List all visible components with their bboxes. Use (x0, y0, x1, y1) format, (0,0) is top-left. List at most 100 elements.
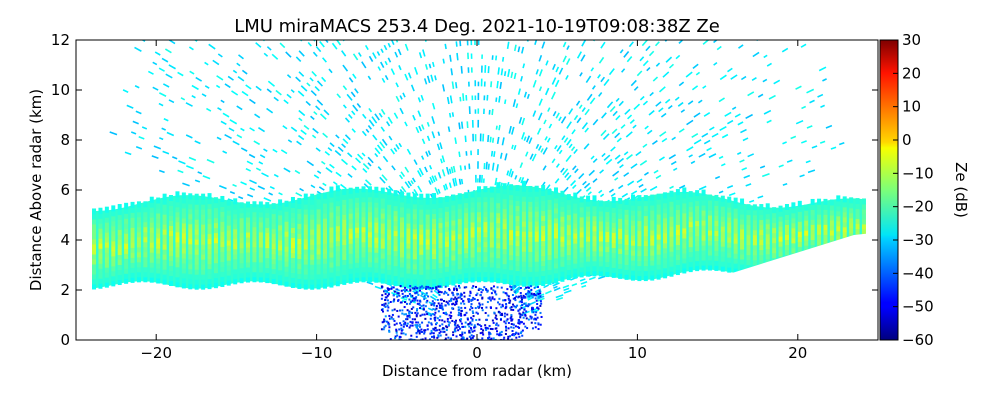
cloud-cell (220, 280, 225, 287)
cloud-cell (855, 228, 860, 235)
cloud-cell (213, 212, 218, 219)
low-echo-cell (485, 328, 488, 331)
colorbar-tick-label: 0 (902, 131, 912, 149)
noise-speck (551, 77, 557, 85)
cloud-cell (355, 271, 360, 278)
noise-speck (337, 146, 344, 153)
cloud-cell (162, 213, 167, 220)
cloud-cell (643, 240, 648, 247)
cloud-cell (772, 217, 777, 224)
noise-speck (329, 163, 335, 169)
cloud-cell (682, 212, 687, 219)
cloud-cell (515, 250, 520, 257)
low-echo-cell (527, 286, 530, 289)
cloud-cell (425, 243, 430, 250)
cloud-cell (740, 213, 745, 220)
cloud-cell (682, 202, 687, 209)
low-echo-cell (392, 286, 395, 289)
cloud-cell (579, 216, 584, 223)
cloud-cell (752, 214, 757, 221)
noise-speck (494, 177, 498, 186)
noise-speck (397, 48, 402, 56)
cloud-cell (438, 257, 443, 264)
cloud-cell (560, 225, 565, 232)
low-echo-cell (411, 299, 414, 302)
cloud-cell (265, 267, 270, 274)
cloud-cell (650, 239, 655, 246)
noise-speck (667, 105, 673, 110)
noise-speck (538, 55, 543, 62)
cloud-cell (727, 256, 732, 263)
noise-speck (298, 134, 305, 141)
cloud-cell (323, 237, 328, 244)
cloud-cell (598, 240, 603, 247)
cloud-cell (451, 274, 456, 281)
cloud-cell (412, 278, 417, 285)
cloud-cell (515, 210, 520, 217)
low-echo-cell (416, 324, 419, 327)
low-echo-cell (503, 336, 506, 339)
noise-speck (598, 275, 606, 280)
cloud-cell (483, 231, 488, 238)
cloud-cell (335, 255, 340, 262)
noise-speck (191, 95, 196, 99)
low-echo-cell (443, 300, 446, 303)
cloud-cell (432, 198, 437, 205)
cloud-cell (361, 206, 366, 213)
cloud-cell (213, 217, 218, 224)
cloud-cell (675, 199, 680, 206)
cloud-cell (444, 220, 449, 227)
cloud-cell (842, 231, 847, 238)
cloud-cell (92, 228, 97, 235)
low-echo-cell (454, 301, 457, 304)
cloud-cell (772, 222, 777, 229)
low-echo-cell (493, 311, 496, 314)
cloud-cell (181, 252, 186, 259)
colorbar-tick-label: −50 (902, 298, 934, 316)
cloud-cell (502, 213, 507, 220)
low-echo-cell (517, 319, 520, 322)
low-echo-cell (506, 318, 509, 321)
noise-speck (368, 55, 374, 62)
noise-speck (659, 131, 667, 137)
cloud-cell (643, 200, 648, 207)
cloud-cell (534, 265, 539, 272)
cloud-cell (335, 235, 340, 242)
low-echo-cell (539, 300, 542, 303)
cloud-cell (393, 245, 398, 252)
cloud-cell (310, 223, 315, 230)
noise-speck (490, 150, 494, 157)
noise-speck (558, 149, 563, 155)
cloud-cell (143, 246, 148, 253)
cloud-cell (663, 222, 668, 229)
noise-speck (138, 135, 145, 140)
cloud-cell (489, 186, 494, 193)
cloud-cell (207, 243, 212, 250)
low-echo-cell (498, 311, 501, 314)
cloud-cell (618, 272, 623, 279)
cloud-cell (611, 236, 616, 243)
cloud-cell (258, 236, 263, 243)
cloud-cell (842, 226, 847, 233)
low-echo-cell (396, 309, 399, 312)
cloud-cell (489, 231, 494, 238)
cloud-cell (605, 246, 610, 253)
cloud-cell (765, 243, 770, 250)
cloud-cell (226, 259, 231, 266)
cloud-cell (400, 241, 405, 248)
cloud-cell (246, 271, 251, 278)
cloud-cell (451, 204, 456, 211)
cloud-cell (759, 229, 764, 236)
low-echo-cell (388, 326, 391, 329)
low-echo-cell (457, 296, 460, 299)
cloud-cell (278, 239, 283, 246)
noise-speck (782, 141, 787, 145)
low-echo-cell (406, 322, 409, 325)
low-echo-cell (405, 313, 408, 316)
cloud-cell (797, 215, 802, 222)
cloud-cell (477, 236, 481, 243)
cloud-cell (355, 191, 360, 198)
cloud-cell (477, 231, 481, 238)
cloud-cell (310, 278, 315, 285)
low-echo-cell (486, 301, 489, 304)
